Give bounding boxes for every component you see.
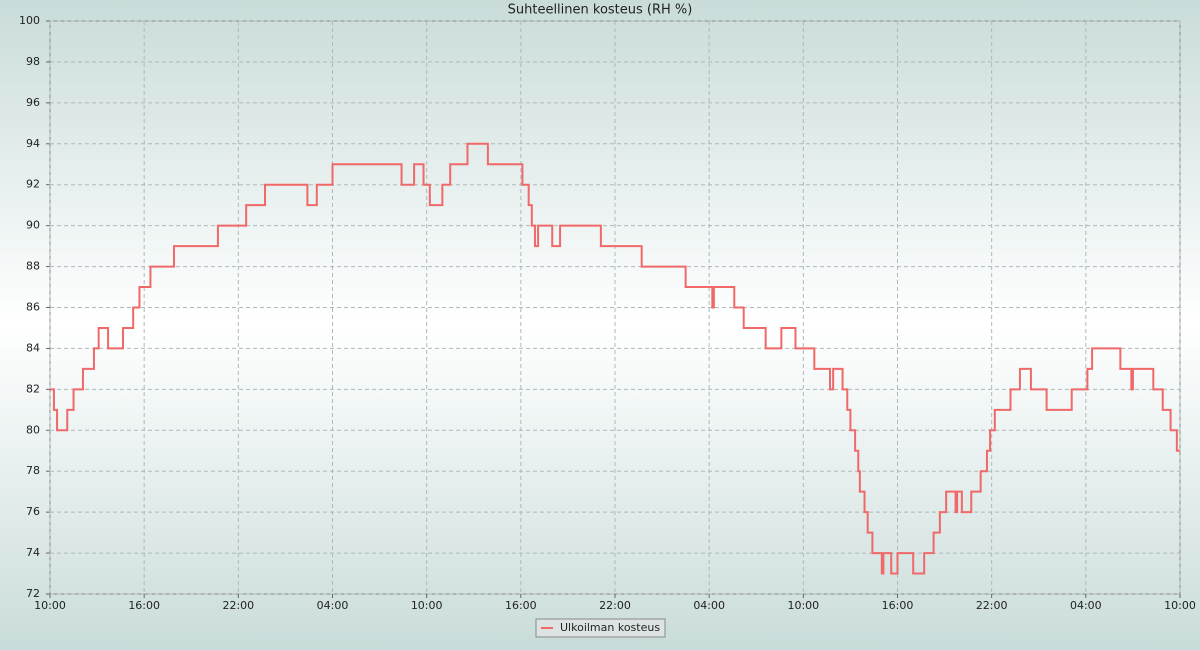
x-tick-label: 16:00 <box>882 599 914 612</box>
y-tick-label: 72 <box>26 587 40 600</box>
x-tick-label: 22:00 <box>976 599 1008 612</box>
y-tick-label: 86 <box>26 301 40 314</box>
x-tick-label: 04:00 <box>317 599 349 612</box>
x-tick-label: 04:00 <box>1070 599 1102 612</box>
y-tick-label: 78 <box>26 464 40 477</box>
y-tick-label: 96 <box>26 96 40 109</box>
y-tick-label: 98 <box>26 55 40 68</box>
y-tick-label: 92 <box>26 178 40 191</box>
legend-label: Ulkoilman kosteus <box>560 621 660 634</box>
y-tick-label: 74 <box>26 546 40 559</box>
y-tick-label: 82 <box>26 382 40 395</box>
y-tick-label: 88 <box>26 260 40 273</box>
x-tick-label: 16:00 <box>128 599 160 612</box>
x-tick-label: 10:00 <box>787 599 819 612</box>
x-tick-label: 10:00 <box>1164 599 1196 612</box>
y-tick-label: 90 <box>26 219 40 232</box>
x-tick-label: 22:00 <box>222 599 254 612</box>
x-tick-label: 04:00 <box>693 599 725 612</box>
line-series <box>50 142 1180 575</box>
x-tick-label: 10:00 <box>411 599 443 612</box>
y-tick-label: 94 <box>26 137 40 150</box>
x-tick-label: 10:00 <box>34 599 66 612</box>
x-tick-label: 22:00 <box>599 599 631 612</box>
y-tick-label: 76 <box>26 505 40 518</box>
chart-title: Suhteellinen kosteus (RH %) <box>508 3 693 18</box>
y-tick-label: 100 <box>19 14 40 27</box>
y-tick-label: 80 <box>26 423 40 436</box>
x-tick-label: 16:00 <box>505 599 537 612</box>
legend-box <box>535 618 666 638</box>
y-tick-label: 84 <box>26 341 40 354</box>
